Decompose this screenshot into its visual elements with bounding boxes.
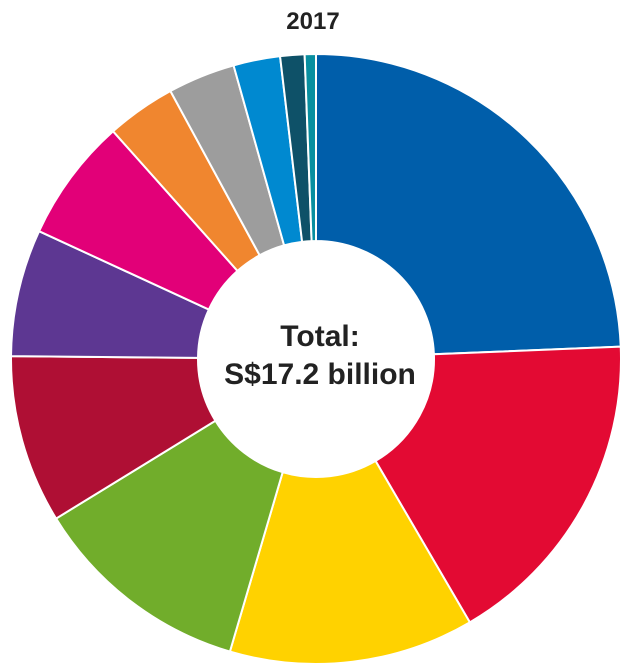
center-total-line1: Total: xyxy=(280,320,360,353)
pie-slice-2 xyxy=(374,345,622,624)
pie-slice-12 xyxy=(303,52,317,243)
pie-slice-3 xyxy=(228,459,472,665)
donut-slices xyxy=(10,52,622,665)
pie-slice-1 xyxy=(315,52,622,356)
center-total-line2: S$17.2 billion xyxy=(224,358,416,391)
center-total-label: Total: S$17.2 billion xyxy=(200,318,440,394)
chart-title: 2017 xyxy=(286,8,340,35)
pie-slice-4 xyxy=(54,419,284,653)
